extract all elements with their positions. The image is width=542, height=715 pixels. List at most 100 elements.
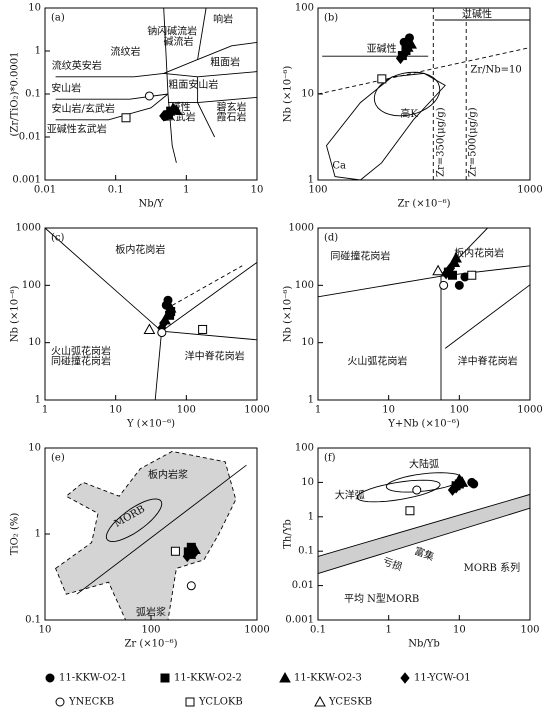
y-tick-label: 0.1 <box>25 615 41 626</box>
y-tick-label: 10 <box>301 477 314 488</box>
x-tick-label: 1000 <box>517 405 542 416</box>
data-point <box>170 546 180 556</box>
x-tick-label: 10 <box>382 405 395 416</box>
legend-label: 11-YCW-O1 <box>414 673 471 684</box>
data-point <box>467 270 477 280</box>
legend-label: 11-KKW-O2-3 <box>294 673 362 684</box>
legend-label: YCLOKB <box>198 697 243 708</box>
boundary <box>356 479 441 503</box>
plot-frame <box>44 227 258 401</box>
y-tick-label: 1000 <box>289 223 314 234</box>
region-label: 板内花岗岩 <box>454 246 504 259</box>
x-tick-label: 1000 <box>517 185 542 196</box>
y-tick-label: 1 <box>308 395 314 406</box>
data-point <box>454 280 464 290</box>
plot-frame <box>317 227 531 401</box>
legend-marker <box>45 673 55 683</box>
region-label: 亚碱性 <box>367 42 397 55</box>
y-axis-label: Nb (×10⁻⁶) <box>10 286 21 343</box>
data-point <box>159 110 169 122</box>
data-point <box>166 106 176 119</box>
boundary <box>317 265 531 298</box>
boundary <box>197 41 258 61</box>
y-tick-label: 0.1 <box>25 89 41 100</box>
region-label: 板内岩浆 <box>148 468 188 481</box>
x-tick-label: 10 <box>251 185 264 196</box>
panel-title: (c) <box>51 233 65 244</box>
region-label: Ca <box>332 161 346 172</box>
y-tick-label: 1 <box>35 529 41 540</box>
y-tick-label: 0.01 <box>292 580 314 591</box>
region-label: MORB 系列 <box>464 561 521 574</box>
y-tick-label: 10 <box>28 337 41 348</box>
y-tick-label: 100 <box>295 443 314 454</box>
boundary <box>317 493 531 575</box>
panel-title: (b) <box>324 13 338 24</box>
data-point <box>456 476 469 487</box>
region-label: 同碰撞花岗岩 <box>51 355 111 368</box>
x-tick-label: 1000 <box>244 405 269 416</box>
x-tick-label: 0.01 <box>34 185 56 196</box>
y-axis-label: (Zr/TiO₂)*0.0001 <box>10 52 21 137</box>
data-point <box>182 550 192 563</box>
region-label: 亚碱性玄武岩 <box>47 123 107 136</box>
data-point <box>164 302 177 313</box>
x-axis-label: Y (×10⁻⁶) <box>126 419 175 430</box>
y-tick-label: 1 <box>308 511 314 522</box>
data-point <box>451 481 461 494</box>
region-label: 碧玄岩 <box>217 100 247 113</box>
region-label: 粗面安山岩 <box>168 78 218 91</box>
region-label: 板内花岗岩 <box>115 243 165 256</box>
x-axis-label: Zr (×10⁻⁶) <box>124 639 177 650</box>
boundary <box>163 7 169 95</box>
region-label: 洋中脊花岗岩 <box>458 355 518 368</box>
x-tick-label: 10 <box>39 625 52 636</box>
y-tick-label: 100 <box>295 3 314 14</box>
y-tick-label: 0.01 <box>19 132 41 143</box>
x-tick-label: 100 <box>177 405 196 416</box>
boundary <box>76 464 247 595</box>
data-point <box>412 485 422 495</box>
region-label: 富集 <box>413 544 436 563</box>
boundary <box>171 265 243 306</box>
data-point <box>186 581 196 591</box>
region-label: 火山弧花岗岩 <box>51 344 111 357</box>
region-label: 高K <box>400 107 418 120</box>
boundary <box>44 227 162 332</box>
region-label: 安山岩 <box>51 81 81 94</box>
y-tick-label: 0.001 <box>12 175 41 186</box>
panel-title: (d) <box>324 233 338 244</box>
legend-label: 11-KKW-O2-1 <box>59 673 127 684</box>
legend-marker <box>279 671 291 683</box>
data-point <box>441 267 451 280</box>
x-axis-label: Nb/Yb <box>408 639 440 650</box>
boundary <box>55 450 237 621</box>
legend-label: YNECKB <box>68 697 114 708</box>
legend-marker <box>314 695 326 707</box>
legend-marker <box>160 673 170 683</box>
legend-marker <box>400 672 410 684</box>
region-label: 洋中脊花岗岩 <box>185 350 245 363</box>
y-axis-label: Nb (×10⁻⁶) <box>283 286 294 343</box>
plot-frame <box>317 447 531 621</box>
data-point <box>469 479 479 489</box>
y-tick-label: 1 <box>308 175 314 186</box>
x-tick-label: 100 <box>141 625 160 636</box>
region-label: 流纹岩 <box>111 45 141 58</box>
region-label: 响岩 <box>213 13 233 26</box>
region-label: 过碱性 <box>462 7 492 20</box>
y-tick-label: 100 <box>295 280 314 291</box>
y-tick-label: 0.1 <box>298 546 314 557</box>
x-tick-label: 1 <box>385 625 391 636</box>
data-point <box>157 328 167 338</box>
boundary <box>373 71 441 117</box>
region-label: Zr/Nb=10 <box>470 64 521 75</box>
boundary <box>444 284 531 349</box>
region-label: 同碰撞花岗岩 <box>330 250 390 263</box>
data-point <box>377 74 387 84</box>
region-label: 大洋弧 <box>335 489 365 502</box>
region-label: 碱流岩 <box>164 35 194 48</box>
region-label: 弧岩浆 <box>136 606 166 619</box>
region-label: Zr=350(μg/g) <box>435 107 446 177</box>
